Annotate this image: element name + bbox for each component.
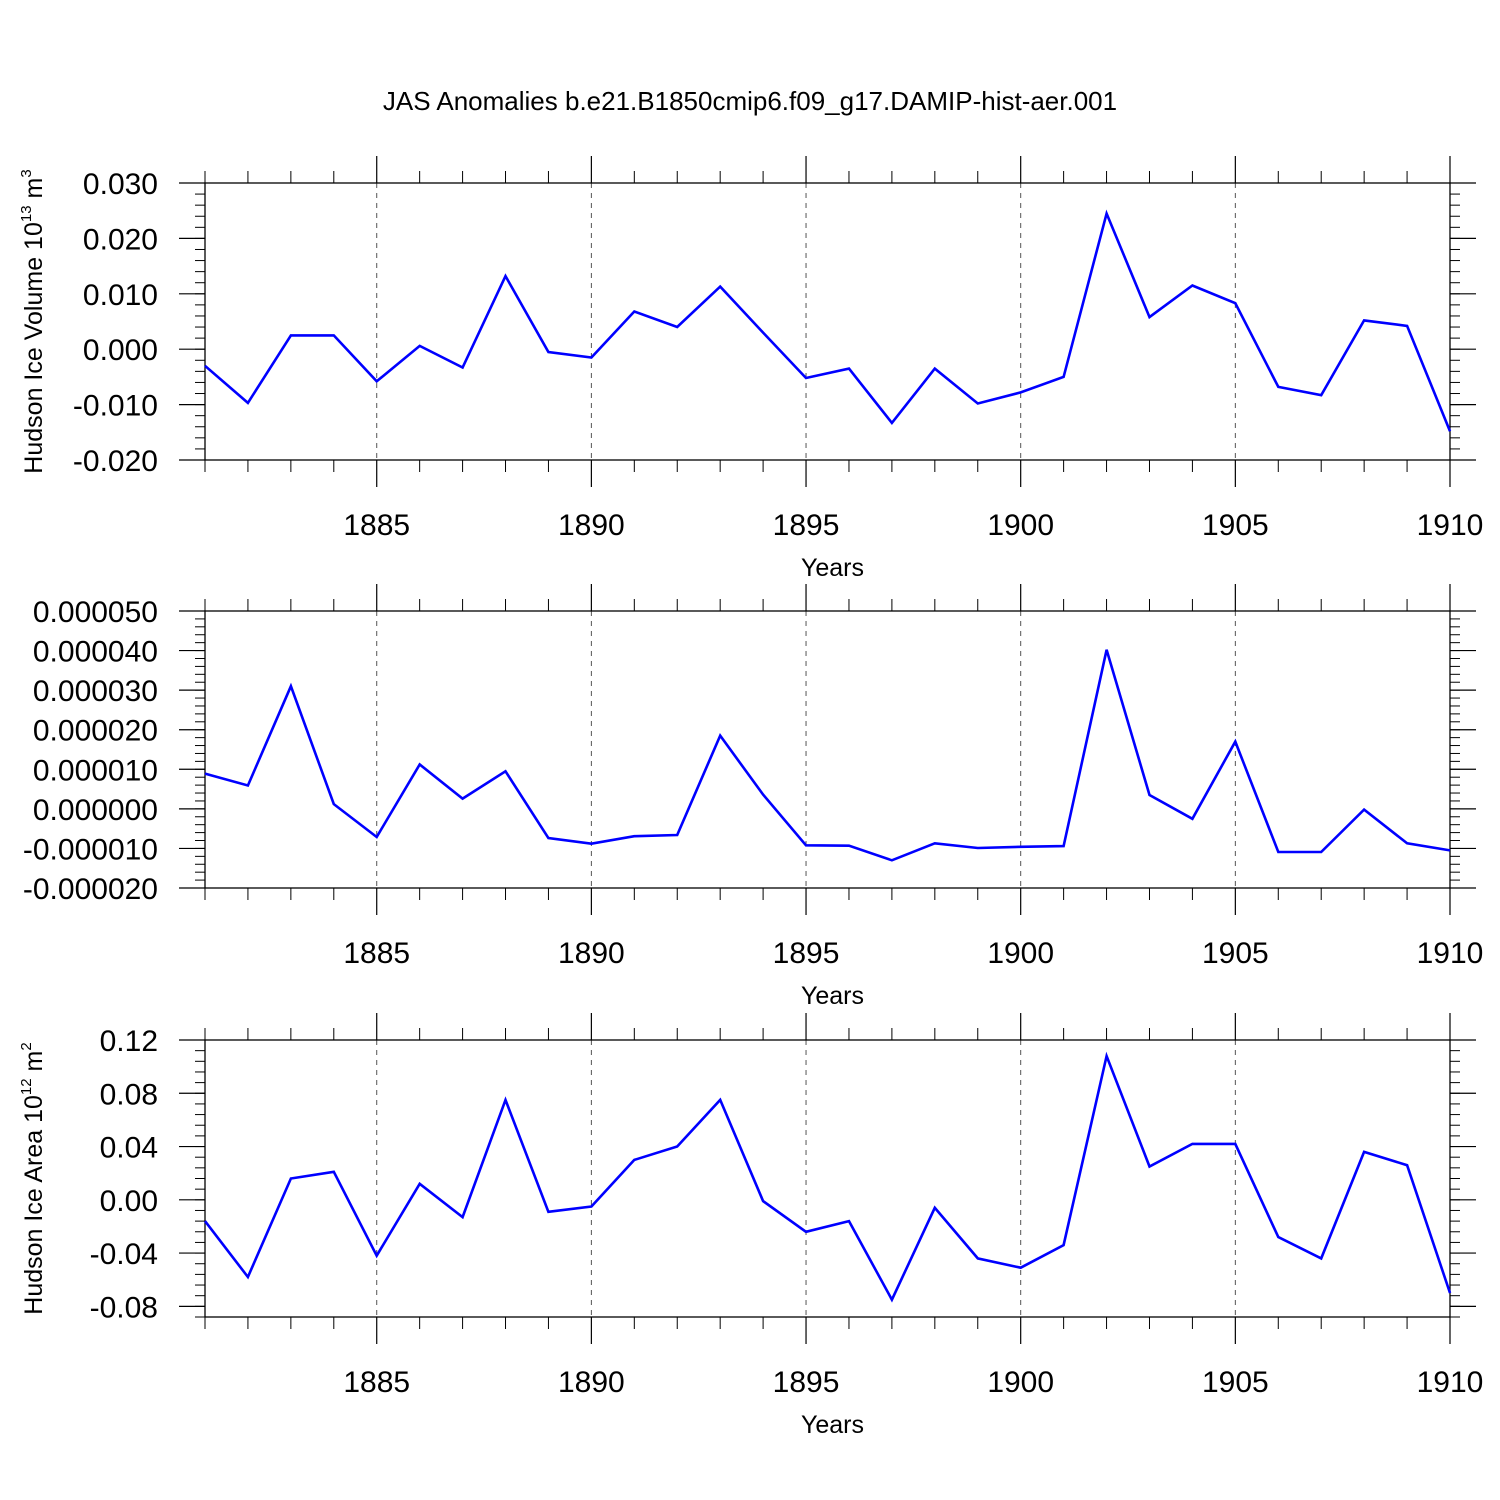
panel-2: 1885 1890 1895 1900 1905 1910 -0.000020 -0.0000… bbox=[23, 584, 1484, 1010]
data-line bbox=[204, 649, 1451, 862]
y-axis-label-exponent: 12 bbox=[18, 1078, 35, 1095]
x-tick-label: 1905 bbox=[1202, 1366, 1269, 1399]
y-tick-label: 0.000050 bbox=[33, 596, 158, 629]
y-axis-label-unit-exponent: 3 bbox=[18, 169, 35, 177]
y-axis-label-exponent: 13 bbox=[18, 205, 35, 222]
x-tick-label: 1900 bbox=[987, 1366, 1054, 1399]
x-axis-label: Years bbox=[801, 1411, 864, 1439]
y-tick-label: 0.04 bbox=[100, 1132, 158, 1165]
panel-1: 1885 1890 1895 1900 1905 1910 -0.020 -0.010 0.00… bbox=[18, 156, 1483, 582]
y-tick-label: 0.000030 bbox=[33, 675, 158, 708]
y-tick-label: -0.04 bbox=[90, 1238, 158, 1271]
x-tick-label: 1895 bbox=[773, 937, 840, 970]
y-tick-label: 0.000000 bbox=[33, 794, 158, 827]
y-tick-label: 0.000010 bbox=[33, 754, 158, 787]
y-axis-label-unit: m bbox=[20, 178, 48, 206]
plot-frame bbox=[204, 182, 1451, 461]
x-tick-label: 1910 bbox=[1417, 509, 1484, 542]
x-tick-label: 1905 bbox=[1202, 509, 1269, 542]
x-tick-label: 1905 bbox=[1202, 937, 1269, 970]
x-tick-label: 1895 bbox=[773, 509, 840, 542]
y-tick-label: -0.000020 bbox=[23, 873, 158, 906]
y-axis-label: Hudson Ice Volume 1013 m3 bbox=[18, 169, 48, 473]
y-axis-label: Hudson Ice Area 1012 m2 bbox=[18, 1042, 48, 1314]
x-tick-label: 1910 bbox=[1417, 937, 1484, 970]
panel-3: 1885 1890 1895 1900 1905 1910 -0.08 -0.04 0.00 0.… bbox=[18, 1013, 1483, 1439]
data-line bbox=[204, 209, 1452, 432]
x-tick-label: 1900 bbox=[987, 509, 1054, 542]
plot-frame bbox=[204, 1039, 1451, 1318]
x-tick-label: 1885 bbox=[343, 509, 410, 542]
data-line bbox=[203, 1051, 1452, 1303]
y-axis-label-text: Hudson Ice Area 10 bbox=[20, 1095, 48, 1315]
y-tick-label: 0.08 bbox=[100, 1078, 158, 1111]
y-tick-label: 0.030 bbox=[83, 168, 158, 201]
y-tick-label: 0.020 bbox=[83, 223, 158, 256]
x-axis-label: Years bbox=[801, 554, 864, 582]
y-tick-label: 0.12 bbox=[100, 1025, 158, 1058]
x-tick-label: 1895 bbox=[773, 1366, 840, 1399]
y-axis-label-unit-exponent: 2 bbox=[18, 1042, 35, 1050]
y-tick-label: -0.08 bbox=[90, 1291, 158, 1324]
x-axis-label: Years bbox=[801, 982, 864, 1010]
x-tick-label: 1890 bbox=[558, 1366, 625, 1399]
x-tick-label: 1910 bbox=[1417, 1366, 1484, 1399]
x-tick-label: 1885 bbox=[343, 937, 410, 970]
y-tick-label: 0.000040 bbox=[33, 636, 158, 669]
x-tick-label: 1890 bbox=[558, 937, 625, 970]
y-axis-label-text: Hudson Ice Volume 10 bbox=[20, 222, 48, 474]
x-tick-label: 1885 bbox=[343, 1366, 410, 1399]
y-tick-label: 0.000020 bbox=[33, 715, 158, 748]
y-tick-label: 0.000 bbox=[83, 334, 158, 367]
y-tick-label: -0.020 bbox=[73, 445, 158, 478]
y-tick-label: 0.00 bbox=[100, 1185, 158, 1218]
x-tick-label: 1900 bbox=[987, 937, 1054, 970]
y-tick-label: -0.010 bbox=[73, 390, 158, 423]
y-tick-label: 0.010 bbox=[83, 279, 158, 312]
plot-frame bbox=[204, 610, 1451, 889]
x-tick-label: 1890 bbox=[558, 509, 625, 542]
y-tick-label: -0.000010 bbox=[23, 833, 158, 866]
y-axis-label-unit: m bbox=[20, 1051, 48, 1079]
chart-title: JAS Anomalies b.e21.B1850cmip6.f09_g17.D… bbox=[383, 86, 1117, 116]
